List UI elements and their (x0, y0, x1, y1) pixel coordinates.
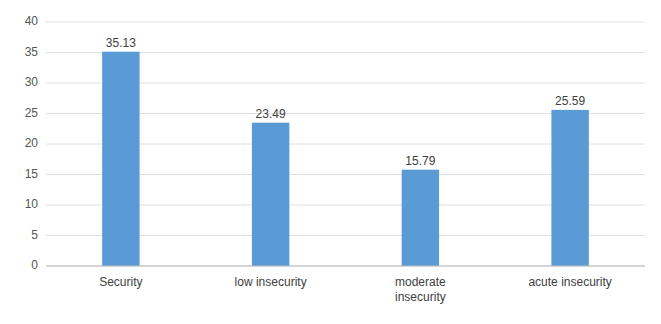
y-tick-label: 20 (25, 136, 39, 150)
x-tick-label: low insecurity (235, 275, 307, 289)
chart-svg: 0 5 10 15 20 25 30 35 40 35.13 23.49 15.79 25.59 Secu… (0, 0, 661, 324)
bar (252, 123, 289, 266)
y-tick-label: 5 (31, 228, 38, 242)
y-tick-label: 30 (25, 75, 39, 89)
chart-container: 0 5 10 15 20 25 30 35 40 35.13 23.49 15.79 25.59 Secu… (0, 0, 661, 324)
data-label: 15.79 (405, 154, 435, 168)
data-label: 23.49 (256, 107, 286, 121)
x-tick-label: acute insecurity (528, 275, 611, 289)
x-axis-line (46, 266, 645, 267)
x-tick-label-line: acute insecurity (528, 275, 611, 289)
bar (551, 110, 588, 266)
grid-line (46, 266, 645, 267)
data-label: 25.59 (555, 94, 585, 108)
data-label: 35.13 (106, 36, 136, 50)
y-tick-label: 40 (25, 14, 39, 28)
x-tick-label: Security (99, 275, 142, 289)
y-tick-label: 0 (31, 258, 38, 272)
bars (102, 52, 589, 266)
y-tick-label: 25 (25, 106, 39, 120)
x-tick-label-line: Security (99, 275, 142, 289)
x-tick-label-line: moderate (395, 275, 446, 289)
y-tick-label: 10 (25, 197, 39, 211)
y-tick-label: 15 (25, 167, 39, 181)
x-tick-label-line: insecurity (395, 290, 446, 304)
x-tick-label: moderateinsecurity (395, 275, 446, 304)
x-tick-label-line: low insecurity (235, 275, 307, 289)
grid (46, 22, 645, 266)
bar (102, 52, 139, 266)
grid-line (46, 22, 645, 23)
y-tick-label: 35 (25, 45, 39, 59)
bar (402, 170, 439, 266)
